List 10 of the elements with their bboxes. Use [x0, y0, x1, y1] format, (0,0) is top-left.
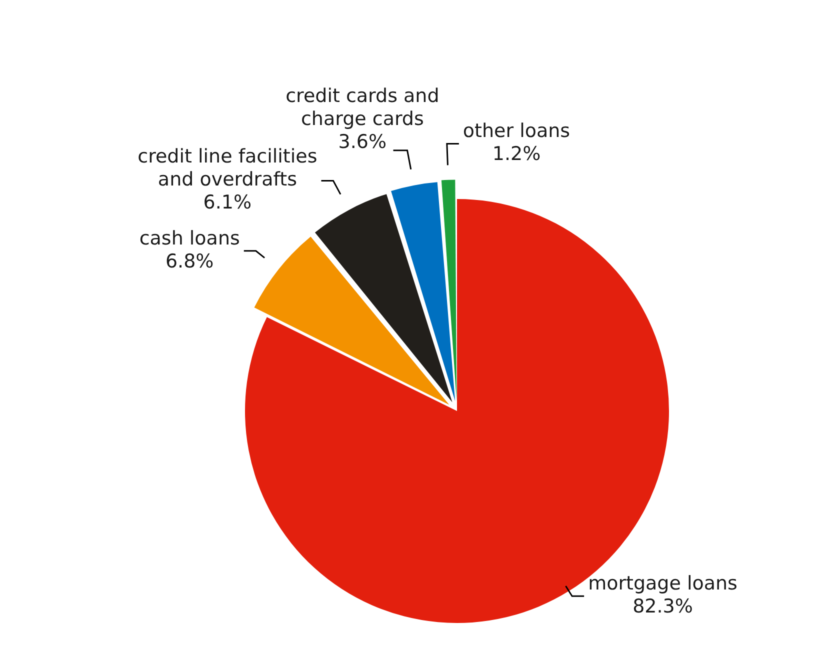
- slice-label: mortgage loans: [588, 572, 738, 595]
- data-label: 82.3%: [632, 596, 693, 618]
- data-label: 1.2%: [492, 143, 541, 166]
- slice-label: cash loans: [139, 227, 240, 250]
- slice-label: credit cards and charge cards: [286, 84, 440, 130]
- data-label: 6.1%: [203, 192, 252, 214]
- data-label: 6.8%: [165, 250, 214, 272]
- slice-label: other loans: [462, 120, 570, 142]
- data-label: 3.6%: [338, 130, 387, 153]
- slice-label: credit line facilities and overdrafts: [138, 146, 318, 191]
